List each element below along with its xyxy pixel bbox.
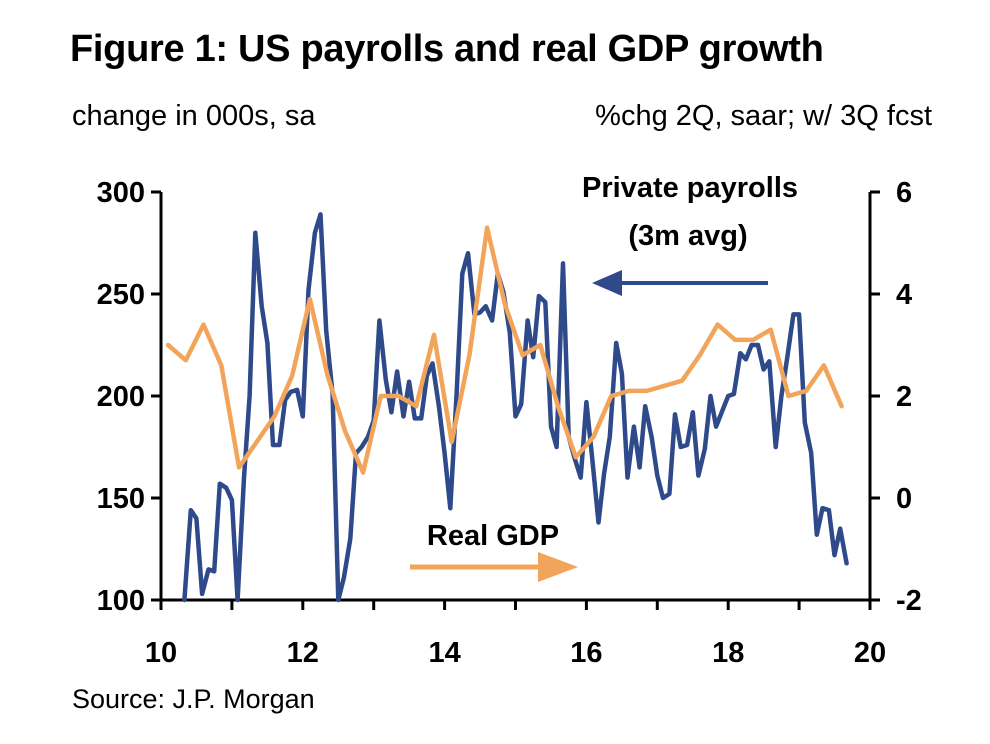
gdp-line bbox=[165, 225, 844, 475]
left-axis-label: change in 000s, sa bbox=[72, 100, 316, 132]
gdp-arrow-head bbox=[538, 552, 578, 582]
payrolls-annotation-text: (3m avg) bbox=[628, 220, 747, 252]
x-tick-label: 10 bbox=[145, 637, 177, 669]
payrolls-arrow-head bbox=[592, 270, 622, 296]
right-tick-label: 6 bbox=[896, 177, 912, 209]
left-tick-label: 200 bbox=[97, 381, 145, 413]
payrolls-line bbox=[182, 212, 849, 603]
axes: 100 150 200 250 300 -2 0 2 4 6 10 12 14 16 18 20 bbox=[97, 177, 922, 669]
left-tick-label: 100 bbox=[97, 585, 145, 617]
right-tick-label: 2 bbox=[896, 381, 912, 413]
x-tick-label: 12 bbox=[287, 637, 319, 669]
gdp-annotation-text: Real GDP bbox=[427, 520, 559, 552]
x-tick-label: 14 bbox=[428, 637, 460, 669]
left-tick-label: 150 bbox=[97, 483, 145, 515]
chart-title: Figure 1: US payrolls and real GDP growt… bbox=[70, 28, 824, 70]
x-tick-label: 16 bbox=[570, 637, 602, 669]
series-layer bbox=[165, 212, 849, 603]
left-tick-label: 300 bbox=[97, 177, 145, 209]
source-note: Source: J.P. Morgan bbox=[72, 684, 315, 714]
right-tick-label: 0 bbox=[896, 483, 912, 515]
x-tick-label: 18 bbox=[712, 637, 744, 669]
payrolls-annotation-text: Private payrolls bbox=[582, 172, 798, 204]
right-axis-label: %chg 2Q, saar; w/ 3Q fcst bbox=[595, 100, 932, 132]
left-tick-label: 250 bbox=[97, 279, 145, 311]
right-tick-label: -2 bbox=[896, 585, 922, 617]
annotation-layer: Private payrolls (3m avg) Real GDP bbox=[410, 172, 798, 582]
x-tick-label: 20 bbox=[854, 637, 886, 669]
right-tick-label: 4 bbox=[896, 279, 912, 311]
